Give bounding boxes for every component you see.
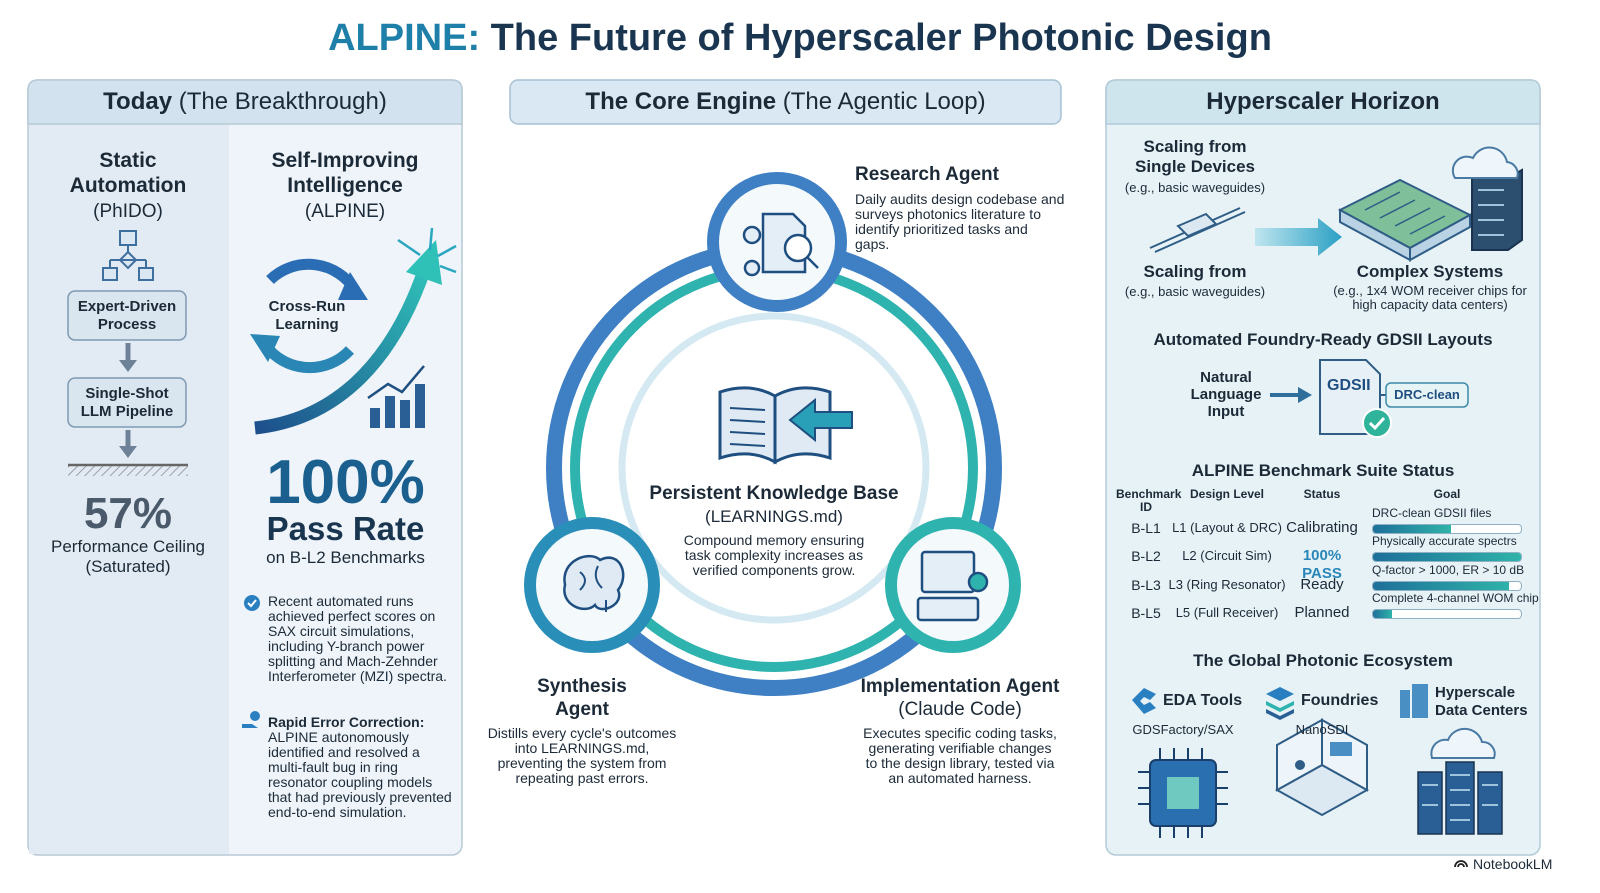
heading-sub: (The Agentic Loop)	[782, 88, 986, 115]
title-accent: ALPINE:	[328, 17, 481, 59]
note: Rapid Error Correction: ALPINE autonomou…	[268, 715, 454, 820]
section-title: ALPINE Benchmark Suite Status	[1191, 461, 1455, 480]
stat-note: on B-L2 Benchmarks	[266, 548, 425, 567]
column-header: Status	[1303, 487, 1341, 501]
section-title: The Global Photonic Ecosystem	[1193, 651, 1453, 670]
heading-main: Today	[103, 88, 173, 115]
title-text: The Future of Hyperscaler Photonic Desig…	[490, 17, 1272, 59]
progress-fill	[1373, 582, 1510, 590]
progress-track	[1372, 609, 1522, 619]
agent-text: Daily audits design codebase and surveys…	[855, 191, 1065, 252]
status: Calibrating	[1286, 519, 1358, 536]
gdsii-doc: GDSII	[1327, 377, 1371, 394]
agent-subtitle: (Claude Code)	[898, 698, 1022, 720]
gdsii-input: Natural Language Input	[1190, 369, 1262, 420]
progress-fill	[1373, 610, 1393, 618]
benchmark-id: B-L1	[1131, 520, 1161, 536]
agent-text: Distills every cycle's outcomes into LEA…	[487, 725, 677, 786]
note-text: Recent automated runs achieved perfect s…	[268, 593, 447, 684]
hub-text: Compound memory ensuring task complexity…	[683, 532, 865, 578]
scale-title: Complex Systems	[1356, 262, 1504, 281]
column-header: Design Level	[1189, 487, 1265, 501]
progress-track	[1372, 552, 1522, 562]
stat-value: 57%	[83, 489, 173, 538]
stat-label: Pass Rate	[266, 510, 425, 547]
page-title: ALPINE: The Future of Hyperscaler Photon…	[0, 16, 1600, 62]
status: 100% PASS	[1302, 547, 1342, 582]
hub-title: Persistent Knowledge Base	[649, 483, 899, 504]
status: Planned	[1294, 604, 1350, 621]
stat-value: 100%	[266, 448, 425, 517]
goal-text: Physically accurate spectrs	[1372, 534, 1517, 548]
status: Ready	[1300, 576, 1344, 593]
eco-name: Hyperscale Data Centers	[1435, 684, 1528, 719]
scale-note: (e.g., basic waveguides)	[1124, 284, 1266, 299]
column-header: Goal	[1433, 487, 1461, 501]
eco-name: EDA Tools	[1163, 692, 1243, 709]
agent-text: Executes specific coding tasks, generati…	[863, 725, 1057, 786]
benchmark-id: B-L5	[1131, 605, 1161, 621]
note-text: ALPINE autonomously identified and resol…	[268, 729, 452, 820]
agent-title: Implementation Agent	[860, 676, 1060, 697]
design-level: L2 (Circuit Sim)	[1182, 548, 1272, 563]
process-step: Expert-Driven Process	[77, 297, 177, 333]
hub-subtitle: (LEARNINGS.md)	[705, 507, 843, 526]
stat-label: Performance Ceiling (Saturated)	[50, 537, 205, 577]
eco-example: NanoSDI	[1295, 722, 1349, 737]
agent-title: Research Agent	[855, 164, 999, 185]
column-title: Static Automation	[69, 149, 187, 198]
scale-note: (e.g., 1x4 WOM receiver chips for high c…	[1333, 283, 1527, 312]
drc-badge: DRC-clean	[1394, 387, 1460, 403]
heading-sub: (The Breakthrough)	[178, 88, 387, 115]
scale-title: Scaling from	[1143, 262, 1247, 281]
benchmark-id: B-L2	[1131, 548, 1161, 564]
scale-title: Scaling from Single Devices	[1134, 137, 1255, 177]
design-level: L1 (Layout & DRC)	[1172, 520, 1282, 535]
column-subtitle: (ALPINE)	[304, 201, 386, 222]
panel-heading: The Core Engine (The Agentic Loop)	[510, 88, 1061, 117]
column-header: Benchmark ID	[1116, 487, 1182, 514]
section-title: Automated Foundry-Ready GDSII Layouts	[1153, 330, 1493, 349]
progress-track	[1372, 581, 1522, 591]
column-subtitle: (PhIDO)	[93, 201, 163, 222]
column-title: Self-Improving Intelligence	[271, 149, 419, 198]
panel-heading: Hyperscaler Horizon	[1206, 88, 1440, 115]
eco-example: GDSFactory/SAX	[1132, 722, 1234, 737]
scale-note: (e.g., basic waveguides)	[1124, 180, 1266, 195]
footer-brand: NotebookLM	[1473, 856, 1553, 872]
eco-name: Foundries	[1301, 692, 1379, 709]
loop-label: Cross-Run Learning	[268, 298, 346, 333]
benchmark-id: B-L3	[1131, 577, 1161, 593]
progress-fill	[1373, 553, 1521, 561]
design-level: L3 (Ring Resonator)	[1168, 577, 1286, 592]
progress-track	[1372, 524, 1522, 534]
note-lead: Rapid Error Correction:	[268, 714, 425, 730]
process-step: Single-Shot LLM Pipeline	[80, 384, 174, 420]
design-level: L5 (Full Receiver)	[1175, 605, 1279, 620]
goal-text: Complete 4-channel WOM chip	[1372, 591, 1539, 605]
goal-text: DRC-clean GDSII files	[1372, 506, 1492, 520]
goal-text: Q-factor > 1000, ER > 10 dB	[1372, 563, 1525, 577]
agent-title: Synthesis Agent	[537, 676, 627, 720]
heading-main: The Core Engine	[585, 88, 777, 115]
panel-heading: Today (The Breakthrough)	[28, 88, 462, 117]
agent-heading: Implementation Agent (Claude Code)	[860, 676, 1060, 722]
progress-fill	[1373, 525, 1452, 533]
